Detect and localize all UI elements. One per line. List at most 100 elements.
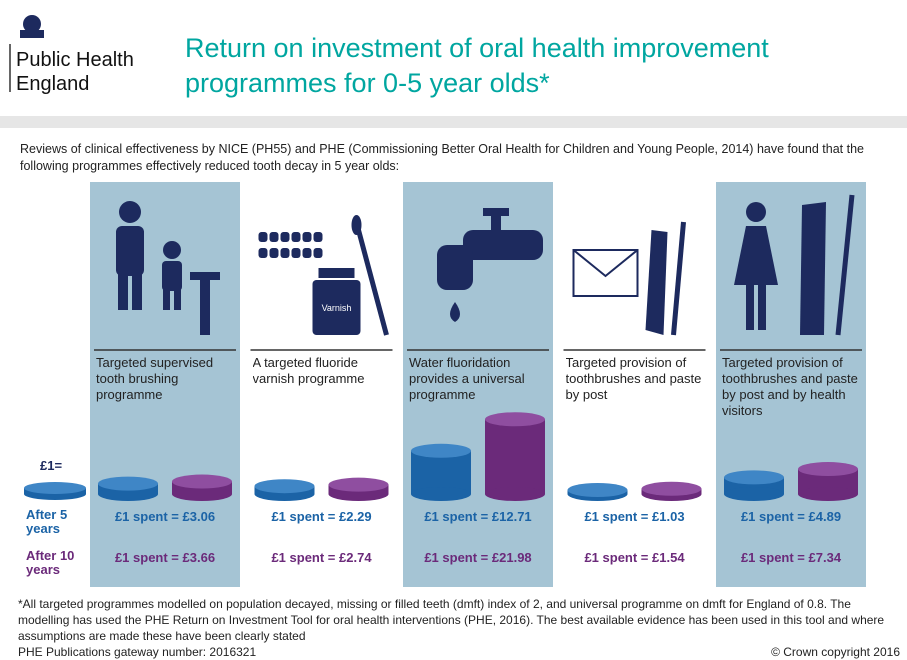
icon (463, 230, 543, 260)
legend-5: After 5 years (26, 508, 68, 536)
programme: Targeted provision of toothbrushes and p… (563, 221, 706, 565)
icon (356, 229, 389, 336)
icon (190, 272, 220, 280)
intro-text: Reviews of clinical effectiveness by NIC… (20, 142, 864, 173)
icon (437, 245, 473, 290)
icon (280, 232, 290, 242)
coin-top (641, 481, 702, 496)
icon (116, 226, 144, 276)
copyright: © Crown copyright 2016 (771, 645, 900, 659)
icon (132, 270, 142, 310)
coin-top (172, 474, 232, 489)
footnote-text: *All targeted programmes modelled on pop… (18, 597, 885, 643)
value-10: £1 spent = £3.66 (115, 550, 215, 565)
icon (291, 248, 301, 258)
programme-label: Targeted provision of toothbrushes and p… (722, 355, 858, 418)
legend-5-text: After 5 years (26, 508, 68, 536)
icon (758, 285, 766, 330)
legend-unit: £1= (40, 458, 62, 473)
coin-base (411, 487, 471, 501)
title: Return on investment of oral health impr… (185, 33, 769, 63)
icon (163, 241, 181, 259)
legend-coin (24, 482, 86, 500)
icon (269, 232, 279, 242)
label-box: Targeted supervised tooth brushing progr… (96, 355, 214, 402)
value-10: £1 spent = £1.54 (584, 550, 685, 565)
coin-top (98, 476, 158, 491)
programme: Targeted supervised tooth brushing progr… (90, 182, 240, 587)
divider-band (0, 116, 907, 128)
icon (302, 248, 312, 258)
icon (351, 215, 362, 235)
coin-top (254, 479, 315, 494)
value-5: £1 spent = £3.06 (115, 509, 215, 524)
programme-label: Targeted supervised tooth brushing progr… (96, 355, 214, 402)
programme-label: Targeted provision of toothbrushes and p… (565, 355, 702, 402)
icon (313, 248, 323, 258)
coin (411, 450, 471, 494)
legend-10: After 10 years (26, 549, 75, 577)
icon (671, 221, 686, 336)
icon (258, 248, 268, 258)
programme-label: A targeted fluoride varnish programme (252, 355, 365, 386)
icon (312, 280, 361, 335)
icon (483, 208, 509, 216)
programme-label: Water fluoridation provides a universal … (409, 355, 525, 402)
icon (572, 249, 639, 278)
coin (485, 419, 545, 494)
icon (800, 202, 826, 335)
icon (269, 248, 279, 258)
programme: Water fluoridation provides a universal … (403, 182, 553, 587)
icon (118, 270, 128, 310)
coin-top (567, 483, 628, 497)
icon (280, 248, 290, 258)
icon (302, 232, 312, 242)
icon (258, 232, 268, 242)
icon (162, 261, 182, 291)
coin-base (485, 487, 545, 501)
value-10: £1 spent = £2.74 (271, 550, 372, 565)
icon (746, 202, 766, 222)
coin-top (328, 477, 389, 492)
icon (291, 232, 301, 242)
intro: Reviews of clinical effectiveness by NIC… (20, 142, 864, 173)
icon-label: Varnish (322, 303, 352, 313)
gateway: PHE Publications gateway number: 2016321 (18, 645, 256, 659)
label-box: Targeted provision of toothbrushes and p… (722, 355, 858, 418)
coin-top (485, 412, 545, 427)
org-name: England (16, 73, 89, 95)
value-5: £1 spent = £4.89 (741, 509, 841, 524)
label-box: Water fluoridation provides a universal … (409, 355, 525, 402)
column-bg (716, 182, 866, 587)
programme: Varnish A targeted fluoride varnish progr… (250, 215, 393, 565)
label-box: Targeted provision of toothbrushes and p… (565, 355, 702, 402)
coin-base (98, 487, 158, 501)
icon (174, 288, 181, 310)
programme: Targeted provision of toothbrushes and p… (716, 182, 866, 587)
title: programmes for 0-5 year olds* (185, 68, 550, 98)
legend-10-text: After 10 years (26, 549, 75, 577)
value-5: £1 spent = £1.03 (584, 509, 684, 524)
icon (645, 230, 668, 335)
coin-base (172, 487, 232, 501)
icon (491, 216, 501, 230)
label-box: A targeted fluoride varnish programme (252, 355, 365, 386)
org-name: Public Health (16, 49, 134, 71)
coin-top (798, 462, 858, 477)
icon (835, 194, 855, 336)
icon (200, 280, 210, 335)
columns: Targeted supervised tooth brushing progr… (90, 182, 866, 587)
value-5: £1 spent = £12.71 (424, 509, 531, 524)
coin-top (724, 470, 784, 485)
coin-top (411, 443, 471, 458)
footnote: *All targeted programmes modelled on pop… (18, 597, 885, 643)
icon (450, 302, 460, 322)
value-5: £1 spent = £2.29 (271, 509, 371, 524)
icon (119, 201, 141, 223)
crest (20, 15, 44, 38)
coin-base (798, 487, 858, 501)
value-10: £1 spent = £7.34 (741, 550, 842, 565)
value-10: £1 spent = £21.98 (424, 550, 531, 565)
icon (163, 288, 170, 310)
